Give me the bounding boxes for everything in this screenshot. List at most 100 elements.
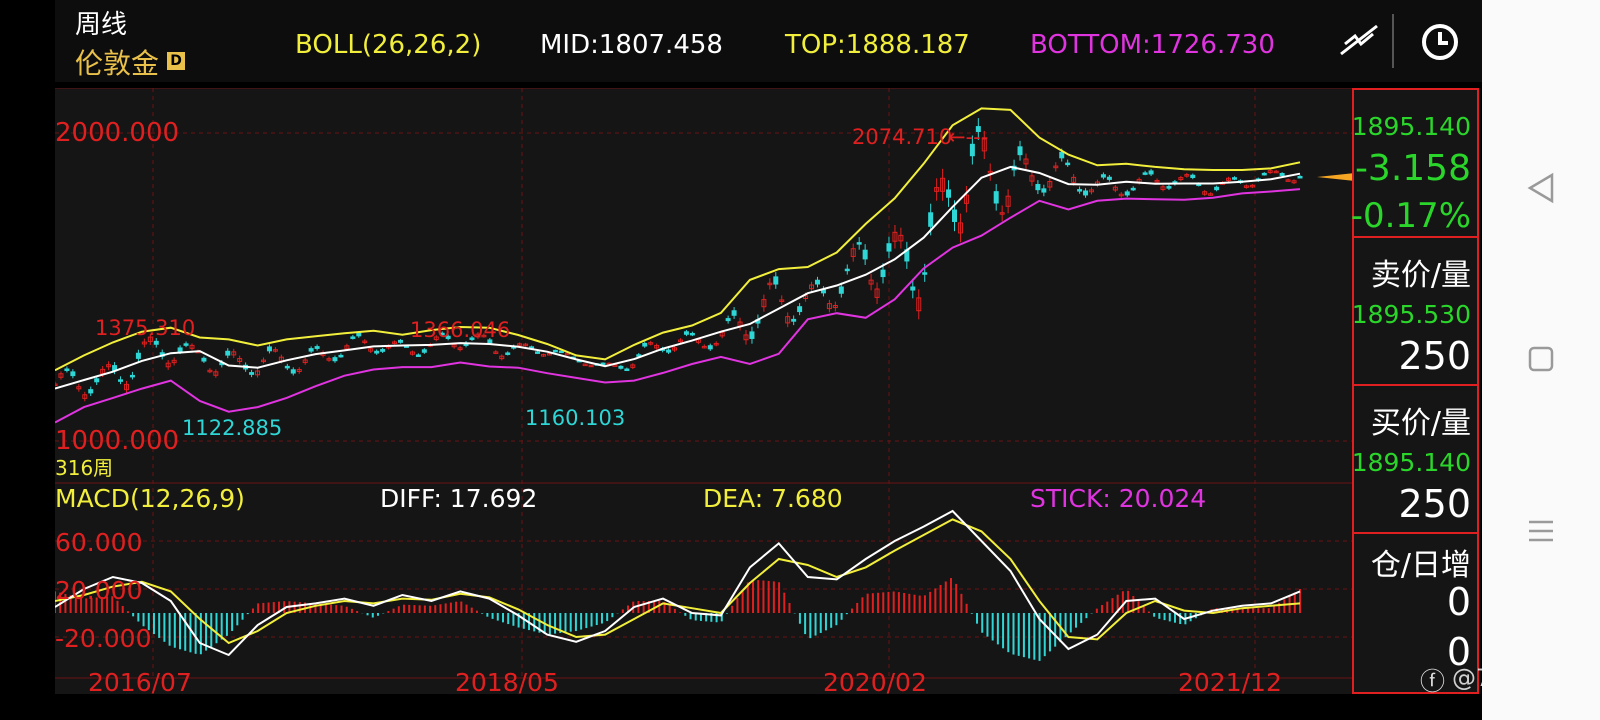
candle bbox=[356, 332, 362, 337]
candle bbox=[1249, 184, 1255, 188]
candle bbox=[457, 347, 463, 351]
candle bbox=[451, 344, 457, 348]
candle bbox=[1148, 170, 1154, 175]
candle bbox=[999, 212, 1005, 215]
candle bbox=[725, 318, 731, 322]
candle bbox=[838, 286, 844, 294]
candle bbox=[975, 126, 981, 132]
candle bbox=[189, 344, 195, 349]
candle bbox=[213, 371, 219, 376]
candle bbox=[1208, 193, 1214, 196]
candle bbox=[296, 369, 302, 373]
candle bbox=[409, 351, 415, 355]
candle bbox=[505, 352, 511, 355]
candle bbox=[803, 295, 809, 299]
candle bbox=[773, 276, 779, 285]
candle bbox=[249, 372, 255, 375]
candle bbox=[600, 362, 606, 366]
candle bbox=[618, 365, 624, 369]
candle bbox=[1035, 184, 1041, 191]
candle bbox=[928, 212, 934, 227]
candle bbox=[1226, 177, 1232, 181]
divider bbox=[1392, 14, 1394, 68]
x-label-2016-07: 2016/07 bbox=[88, 668, 192, 697]
candle bbox=[1142, 172, 1148, 175]
candle bbox=[779, 299, 785, 302]
chart-area[interactable]: 2000.000 1000.000 316周 2074.710 ←--- 137… bbox=[55, 88, 1355, 697]
candle bbox=[284, 365, 290, 369]
candle bbox=[1112, 186, 1118, 191]
oi-change: 0 bbox=[1446, 630, 1471, 674]
macd-diff-line bbox=[55, 509, 1301, 657]
candle bbox=[963, 194, 969, 204]
candle bbox=[1297, 175, 1303, 179]
candle bbox=[535, 351, 541, 354]
price-change: -3.158 bbox=[1354, 148, 1471, 189]
instrument-name[interactable]: 伦敦金 bbox=[75, 47, 160, 80]
candle bbox=[683, 331, 689, 335]
ask-label: 卖价/量 bbox=[1370, 258, 1471, 293]
back-icon[interactable] bbox=[1526, 172, 1556, 204]
watermark-icon: ⓕ bbox=[1420, 667, 1446, 696]
macd-y-label-60: 60.000 bbox=[55, 528, 143, 557]
candle bbox=[338, 354, 344, 358]
candle bbox=[70, 371, 76, 377]
candle bbox=[797, 306, 803, 313]
annotation-high-arrow: ←--- bbox=[948, 125, 989, 149]
chart-canvas[interactable] bbox=[55, 88, 1355, 694]
candle bbox=[153, 340, 159, 345]
candle bbox=[1214, 186, 1220, 191]
candle bbox=[1118, 193, 1124, 197]
candle bbox=[1130, 187, 1136, 191]
oi-value: 0 bbox=[1446, 580, 1471, 624]
candle bbox=[1184, 174, 1190, 177]
candle bbox=[350, 336, 356, 339]
candle bbox=[314, 346, 320, 349]
macd-dea-line bbox=[55, 518, 1301, 645]
candle bbox=[1273, 170, 1279, 174]
header-bar: 周线 伦敦金 D BOLL(26,26,2) MID:1807.458 TOP:… bbox=[55, 0, 1482, 82]
candle bbox=[1124, 191, 1130, 196]
period-label[interactable]: 周线 bbox=[75, 10, 128, 40]
draw-line-icon[interactable] bbox=[1337, 20, 1381, 62]
candle bbox=[689, 332, 695, 336]
candle bbox=[1154, 179, 1160, 183]
candle bbox=[951, 209, 957, 222]
candle bbox=[380, 349, 386, 352]
annotation-peak1: 1375.310 bbox=[95, 316, 196, 340]
candle bbox=[237, 358, 243, 362]
candle bbox=[642, 342, 648, 347]
candle bbox=[1261, 172, 1267, 176]
boll-bottom-line bbox=[55, 188, 1301, 424]
candle bbox=[1083, 190, 1089, 196]
candle bbox=[636, 354, 642, 357]
grid bbox=[55, 88, 1355, 679]
candle bbox=[892, 231, 898, 242]
candle bbox=[713, 342, 719, 346]
candle bbox=[392, 341, 398, 344]
candle bbox=[1160, 186, 1166, 190]
candle bbox=[856, 242, 862, 245]
quote-panel bbox=[1352, 88, 1479, 694]
candle bbox=[826, 303, 832, 310]
candle bbox=[862, 249, 868, 260]
candle bbox=[1059, 151, 1065, 159]
candle bbox=[1071, 176, 1077, 183]
candle bbox=[225, 350, 231, 356]
clock-icon[interactable] bbox=[1420, 22, 1460, 62]
boll-indicator-label[interactable]: BOLL(26,26,2) bbox=[295, 30, 482, 60]
candle bbox=[910, 286, 916, 291]
candle bbox=[1023, 158, 1029, 165]
candle bbox=[582, 363, 588, 367]
menu-icon[interactable] bbox=[1526, 516, 1556, 546]
candle bbox=[1041, 188, 1047, 193]
candle bbox=[809, 284, 815, 290]
annotation-low1: 1122.885 bbox=[182, 416, 283, 440]
candle bbox=[177, 347, 183, 352]
candle bbox=[540, 354, 546, 357]
bid-label: 买价/量 bbox=[1370, 406, 1471, 441]
macd-title[interactable]: MACD(12,26,9) bbox=[55, 484, 245, 513]
home-icon[interactable] bbox=[1526, 344, 1556, 374]
candle bbox=[1178, 177, 1184, 181]
boll-mid-line bbox=[55, 165, 1301, 390]
